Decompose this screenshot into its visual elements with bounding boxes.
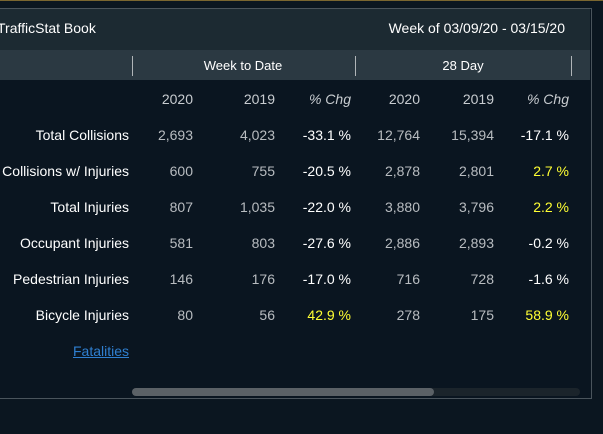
cell: 146	[169, 271, 193, 287]
row-label: Pedestrian Injuries	[13, 271, 129, 287]
cell: 2,801	[458, 163, 494, 179]
cell: -27.6 %	[302, 235, 351, 251]
row-label: Occupant Injuries	[20, 235, 129, 251]
link[interactable]: Fatalities	[72, 343, 130, 359]
cell: -1.6 %	[528, 271, 569, 287]
cell: -22.0 %	[302, 199, 351, 215]
group-header-bar	[0, 50, 590, 80]
cell: -20.5 %	[302, 163, 351, 179]
group-header: Week to Date	[203, 58, 283, 73]
cell: 278	[396, 307, 420, 323]
column-header: 2020	[388, 91, 420, 107]
cell: 2,886	[384, 235, 420, 251]
separator	[571, 56, 572, 76]
column-header: % Chg	[526, 91, 569, 107]
cell: 728	[470, 271, 494, 287]
cell: 2,893	[458, 235, 494, 251]
cell: 58.9 %	[525, 307, 569, 323]
top-border	[0, 0, 603, 1]
cell: 803	[251, 235, 275, 251]
cell: 80	[177, 307, 193, 323]
title: TrafficStat Book	[0, 20, 96, 36]
cell: 56	[259, 307, 275, 323]
cell: 2.2 %	[533, 199, 569, 215]
row-label: Bicycle Injuries	[35, 307, 129, 323]
row-label: Total Collisions	[35, 127, 129, 143]
cell: -0.2 %	[528, 235, 569, 251]
cell: 12,764	[377, 127, 420, 143]
cell: 807	[169, 199, 193, 215]
cell: 3,880	[384, 199, 420, 215]
cell: 175	[470, 307, 494, 323]
week-range: Week of 03/09/20 - 03/15/20	[388, 20, 565, 36]
cell: -17.1 %	[520, 127, 569, 143]
cell: 600	[169, 163, 193, 179]
cell: 581	[169, 235, 193, 251]
cell: 755	[251, 163, 275, 179]
separator	[132, 56, 133, 76]
scrollbar-thumb[interactable]	[132, 388, 434, 396]
group-header: 28 Day	[442, 58, 484, 73]
cell: 1,035	[239, 199, 275, 215]
cell: 2.7 %	[533, 163, 569, 179]
row-label: Total Injuries	[50, 199, 129, 215]
cell: 716	[396, 271, 420, 287]
cell: -33.1 %	[302, 127, 351, 143]
cell: 3,796	[458, 199, 494, 215]
cell: 15,394	[451, 127, 494, 143]
cell: 2,878	[384, 163, 420, 179]
cell: 42.9 %	[307, 307, 351, 323]
cell: 2,693	[157, 127, 193, 143]
column-header: % Chg	[308, 91, 351, 107]
row-label: Collisions w/ Injuries	[2, 163, 129, 179]
cell: 176	[251, 271, 275, 287]
column-header: 2020	[161, 91, 193, 107]
column-header: 2019	[462, 91, 494, 107]
title-bar	[0, 9, 590, 50]
cell: -17.0 %	[302, 271, 351, 287]
separator	[355, 56, 356, 76]
cell: 4,023	[239, 127, 275, 143]
column-header: 2019	[243, 91, 275, 107]
